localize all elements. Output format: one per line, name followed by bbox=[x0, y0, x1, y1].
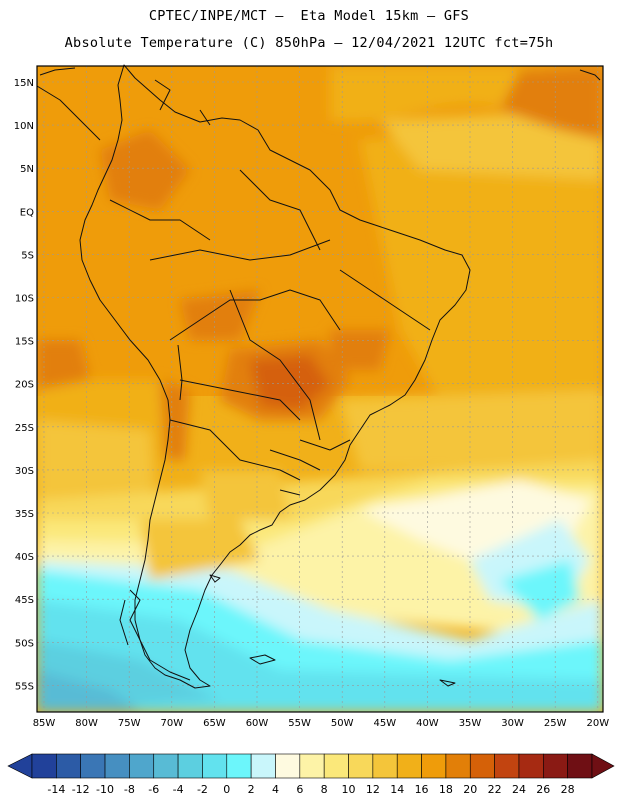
colorbar-label: 12 bbox=[366, 783, 380, 796]
colorbar-label: 24 bbox=[512, 783, 526, 796]
colorbar-swatch bbox=[202, 753, 228, 779]
colorbar-label: 10 bbox=[342, 783, 356, 796]
lat-label: 30S bbox=[15, 466, 34, 477]
colorbar-label: 0 bbox=[223, 783, 230, 796]
colorbar-swatch bbox=[129, 753, 155, 779]
colorbar-swatch bbox=[348, 753, 374, 779]
colorbar-swatch bbox=[372, 753, 398, 779]
colorbar-label: 20 bbox=[463, 783, 477, 796]
colorbar-label: 4 bbox=[272, 783, 279, 796]
colorbar-swatch bbox=[323, 753, 349, 779]
colorbar-label: -4 bbox=[173, 783, 184, 796]
colorbar-min-arrow bbox=[7, 753, 33, 779]
colorbar-label: -10 bbox=[96, 783, 114, 796]
colorbar-swatch bbox=[421, 753, 447, 779]
lat-label: 55S bbox=[15, 681, 34, 692]
colorbar-swatch bbox=[275, 753, 301, 779]
lon-label: 85W bbox=[33, 718, 56, 729]
lat-label: 35S bbox=[15, 509, 34, 520]
lon-label: 30W bbox=[501, 718, 524, 729]
lat-label: 10S bbox=[15, 294, 34, 305]
lat-label: 15S bbox=[15, 337, 34, 348]
lat-label: 25S bbox=[15, 423, 34, 434]
colorbar-label: -12 bbox=[72, 783, 90, 796]
colorbar-label: 14 bbox=[390, 783, 404, 796]
colorbar-swatch bbox=[226, 753, 252, 779]
lat-lon-grid bbox=[37, 66, 603, 712]
temperature-field bbox=[37, 66, 603, 712]
lon-label: 20W bbox=[586, 718, 609, 729]
colorbar-swatch bbox=[31, 753, 57, 779]
lon-label: 25W bbox=[544, 718, 567, 729]
colorbar-swatch bbox=[56, 753, 81, 779]
lat-label: 50S bbox=[15, 638, 34, 649]
colorbar-label: -8 bbox=[124, 783, 135, 796]
colorbar-label: 16 bbox=[415, 783, 429, 796]
colorbar-swatch bbox=[494, 753, 520, 779]
colorbar-swatch bbox=[250, 753, 276, 779]
colorbar-swatch bbox=[299, 753, 325, 779]
lon-label: 75W bbox=[118, 718, 141, 729]
title-line-2: Absolute Temperature (C) 850hPa – 12/04/… bbox=[64, 35, 554, 51]
colorbar-swatch bbox=[567, 753, 593, 779]
latitude-labels: 15N 10N 5N EQ 5S 10S 15S 20S 25S 30S 35S 40S 45S 50S 5… bbox=[14, 78, 34, 692]
lat-label: 5N bbox=[20, 164, 34, 175]
colorbar-swatch bbox=[543, 753, 568, 779]
lon-label: 55W bbox=[288, 718, 311, 729]
lat-label: 40S bbox=[15, 552, 34, 563]
lon-label: 45W bbox=[373, 718, 396, 729]
colorbar-swatch bbox=[469, 753, 495, 779]
lat-label: 20S bbox=[15, 380, 34, 391]
lon-label: 80W bbox=[75, 718, 98, 729]
lon-label: 60W bbox=[246, 718, 269, 729]
colorbar-label: 18 bbox=[439, 783, 453, 796]
colorbar-labels: -14 -12 -10 -8 -6 -4 -2 0 2 4 6 8 10 12 14 16 18 20 22 24 26… bbox=[47, 783, 574, 796]
lat-label: 5S bbox=[21, 250, 34, 261]
colorbar-swatch bbox=[177, 753, 203, 779]
lon-label: 65W bbox=[203, 718, 226, 729]
lat-label: EQ bbox=[20, 207, 34, 218]
colorbar-swatch bbox=[80, 753, 106, 779]
lat-label: 15N bbox=[14, 78, 34, 89]
colorbar-label: 22 bbox=[488, 783, 502, 796]
colorbar-label: 26 bbox=[536, 783, 550, 796]
colorbar-swatch bbox=[445, 753, 471, 779]
colorbar-swatch bbox=[396, 753, 422, 779]
map-frame bbox=[36, 65, 604, 713]
lon-label: 70W bbox=[160, 718, 183, 729]
colorbar-label: 2 bbox=[248, 783, 255, 796]
lon-label: 35W bbox=[459, 718, 482, 729]
colorbar-swatch bbox=[104, 753, 130, 779]
colorbar-max-arrow bbox=[591, 753, 615, 779]
colorbar-swatch bbox=[153, 753, 179, 779]
colorbar-label: 28 bbox=[561, 783, 575, 796]
colorbar-label: -6 bbox=[148, 783, 159, 796]
colorbar-label: -2 bbox=[197, 783, 208, 796]
lat-label: 10N bbox=[14, 121, 34, 132]
lat-label: 45S bbox=[15, 595, 34, 606]
colorbar-label: -14 bbox=[47, 783, 65, 796]
colorbar-swatch bbox=[518, 753, 544, 779]
lon-label: 40W bbox=[416, 718, 439, 729]
coastline-and-borders bbox=[36, 64, 601, 689]
longitude-labels: 85W 80W 75W 70W 65W 60W 55W 50W 45W 40W 35W 30W 25W 2… bbox=[33, 718, 610, 729]
colorbar bbox=[7, 753, 615, 779]
colorbar-label: 8 bbox=[321, 783, 328, 796]
title-line-1: CPTEC/INPE/MCT – Eta Model 15km – GFS bbox=[148, 8, 470, 24]
colorbar-label: 6 bbox=[296, 783, 303, 796]
lon-label: 50W bbox=[331, 718, 354, 729]
